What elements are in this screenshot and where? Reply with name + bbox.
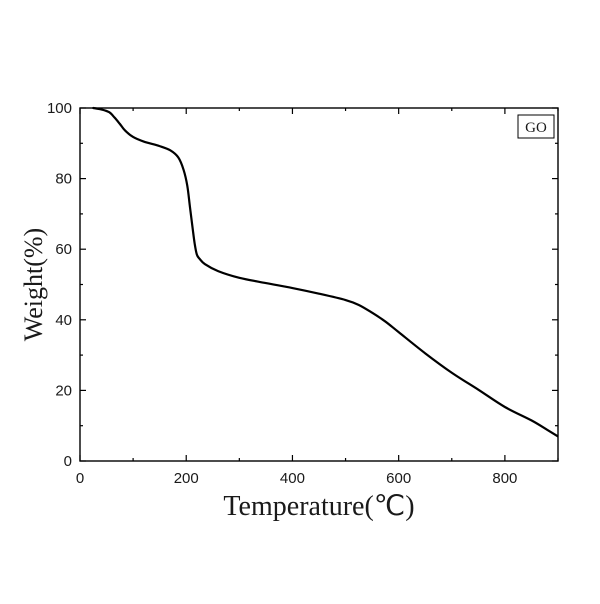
plot-frame — [79, 107, 559, 462]
x-tick-label: 800 — [492, 470, 517, 487]
ticks — [79, 107, 559, 462]
y-axis-title: Weight(%) — [19, 228, 48, 341]
y-tick-label: 100 — [47, 100, 72, 117]
y-tick-label: 40 — [55, 312, 72, 329]
x-tick-label: 200 — [174, 470, 199, 487]
legend-box — [517, 114, 555, 139]
y-tick-label: 20 — [55, 382, 72, 399]
x-tick-label: 0 — [76, 470, 84, 487]
x-tick-label: 400 — [280, 470, 305, 487]
x-axis-title: Temperature(℃) — [223, 491, 414, 522]
legend-label: GO — [525, 120, 547, 136]
legend: GO — [517, 114, 555, 139]
y-tick-label: 60 — [55, 241, 72, 258]
series-line-go — [92, 106, 558, 438]
y-tick-label: 0 — [64, 453, 72, 470]
y-tick-label: 80 — [55, 171, 72, 188]
x-tick-label: 600 — [386, 470, 411, 487]
tick-labels: 0 200 400 600 800 0 20 40 60 80 100 — [47, 100, 517, 487]
